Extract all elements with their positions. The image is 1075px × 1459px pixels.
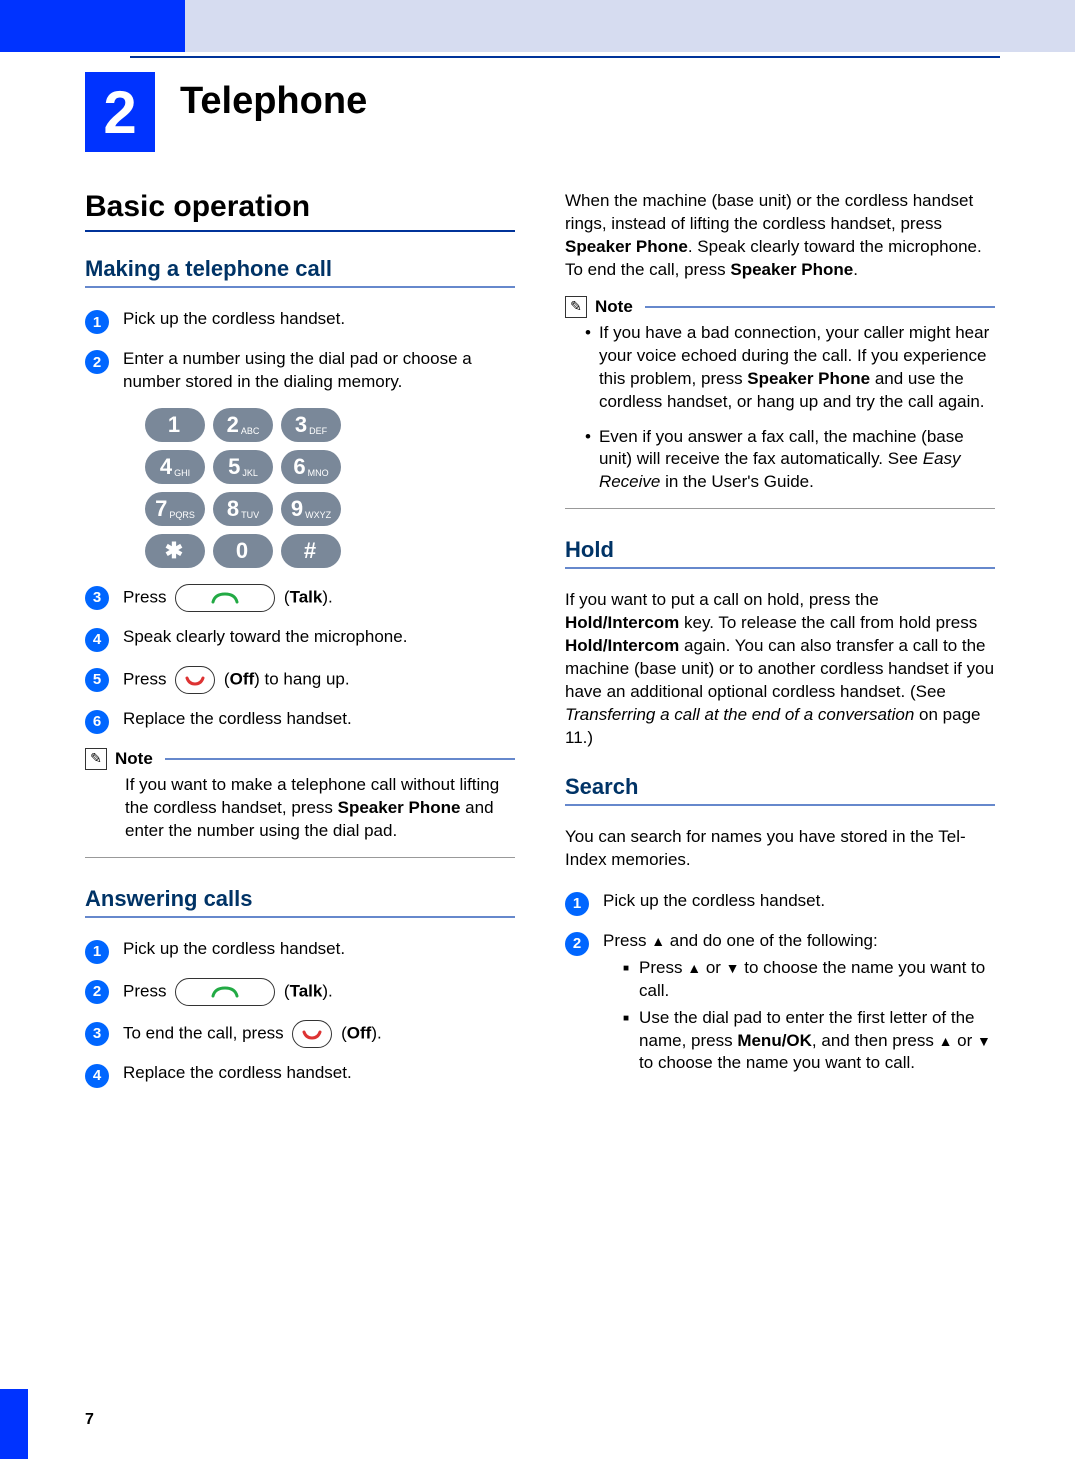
step-2: 2 Press (Talk). bbox=[85, 978, 515, 1006]
step-text: Replace the cordless handset. bbox=[123, 1062, 352, 1085]
subsection-rule bbox=[565, 567, 995, 569]
up-arrow-icon: ▲ bbox=[651, 933, 665, 949]
step-4: 4 Speak clearly toward the microphone. bbox=[85, 626, 515, 652]
side-tab bbox=[0, 1389, 28, 1459]
talk-button-icon bbox=[175, 584, 275, 612]
step-text: Press (Talk). bbox=[123, 978, 333, 1006]
header-rule bbox=[130, 56, 1000, 58]
note-label: Note bbox=[595, 297, 633, 317]
step-text: To end the call, press (Off). bbox=[123, 1020, 382, 1048]
header-blue-bar bbox=[0, 0, 185, 52]
section-end-rule bbox=[565, 508, 995, 509]
note-label: Note bbox=[115, 749, 153, 769]
step-1: 1 Pick up the cordless handset. bbox=[85, 938, 515, 964]
note-list-item: If you have a bad connection, your calle… bbox=[585, 322, 995, 414]
step-2: 2 Enter a number using the dial pad or c… bbox=[85, 348, 515, 394]
step-badge: 2 bbox=[85, 350, 109, 374]
step-2: 2 Press ▲ and do one of the following: P… bbox=[565, 930, 995, 1076]
subsection-answering-calls: Answering calls bbox=[85, 886, 515, 912]
step-badge: 2 bbox=[85, 980, 109, 1004]
step-6: 6 Replace the cordless handset. bbox=[85, 708, 515, 734]
sub-bullet: Press ▲ or ▼ to choose the name you want… bbox=[623, 957, 995, 1003]
step-3: 3 To end the call, press (Off). bbox=[85, 1020, 515, 1048]
dialpad-key: 4GHI bbox=[145, 450, 205, 484]
step-badge: 3 bbox=[85, 1022, 109, 1046]
note-icon: ✎ bbox=[565, 296, 587, 318]
note-header: ✎ Note bbox=[85, 748, 515, 770]
step-text: Press (Off) to hang up. bbox=[123, 666, 350, 694]
content-area: Basic operation Making a telephone call … bbox=[85, 190, 995, 1102]
chapter-title: Telephone bbox=[180, 80, 367, 123]
dialpad-illustration: 1 2ABC 3DEF 4GHI 5JKL 6MNO 7PQRS 8TUV 9W… bbox=[145, 408, 515, 568]
off-button-icon bbox=[175, 666, 215, 694]
talk-button-icon bbox=[175, 978, 275, 1006]
step-badge: 5 bbox=[85, 668, 109, 692]
step-badge: 4 bbox=[85, 628, 109, 652]
off-button-icon bbox=[292, 1020, 332, 1048]
section-end-rule bbox=[85, 857, 515, 858]
page-number: 7 bbox=[85, 1411, 94, 1429]
dialpad-key: 9WXYZ bbox=[281, 492, 341, 526]
step-text: Enter a number using the dial pad or cho… bbox=[123, 348, 515, 394]
subsection-rule bbox=[565, 804, 995, 806]
up-arrow-icon: ▲ bbox=[939, 1033, 953, 1049]
down-arrow-icon: ▼ bbox=[977, 1033, 991, 1049]
step-text: Pick up the cordless handset. bbox=[123, 938, 345, 961]
left-column: Basic operation Making a telephone call … bbox=[85, 190, 515, 1102]
step-badge: 3 bbox=[85, 586, 109, 610]
step-text: Speak clearly toward the microphone. bbox=[123, 626, 407, 649]
dialpad-key: 8TUV bbox=[213, 492, 273, 526]
step-badge: 1 bbox=[85, 940, 109, 964]
dialpad-key: ✱ bbox=[145, 534, 205, 568]
step-text: Replace the cordless handset. bbox=[123, 708, 352, 731]
search-intro: You can search for names you have stored… bbox=[565, 826, 995, 872]
dialpad-key: 6MNO bbox=[281, 450, 341, 484]
step-1: 1 Pick up the cordless handset. bbox=[85, 308, 515, 334]
dialpad-key: # bbox=[281, 534, 341, 568]
note-rule bbox=[165, 758, 515, 760]
step-badge: 6 bbox=[85, 710, 109, 734]
step-1: 1 Pick up the cordless handset. bbox=[565, 890, 995, 916]
step-badge: 1 bbox=[85, 310, 109, 334]
step-badge: 2 bbox=[565, 932, 589, 956]
subsection-search: Search bbox=[565, 774, 995, 800]
step-5: 5 Press (Off) to hang up. bbox=[85, 666, 515, 694]
dialpad-key: 2ABC bbox=[213, 408, 273, 442]
step-badge: 4 bbox=[85, 1064, 109, 1088]
right-column: When the machine (base unit) or the cord… bbox=[565, 190, 995, 1102]
step-badge: 1 bbox=[565, 892, 589, 916]
step-text: Pick up the cordless handset. bbox=[123, 308, 345, 331]
dialpad-key: 5JKL bbox=[213, 450, 273, 484]
step-text: Press ▲ and do one of the following: Pre… bbox=[603, 930, 995, 1076]
note-header: ✎ Note bbox=[565, 296, 995, 318]
down-arrow-icon: ▼ bbox=[726, 960, 740, 976]
chapter-number-badge: 2 bbox=[85, 72, 155, 152]
subsection-rule bbox=[85, 916, 515, 918]
step-text: Press (Talk). bbox=[123, 584, 333, 612]
note-icon: ✎ bbox=[85, 748, 107, 770]
note-rule bbox=[645, 306, 995, 308]
subsection-hold: Hold bbox=[565, 537, 995, 563]
step-4: 4 Replace the cordless handset. bbox=[85, 1062, 515, 1088]
dialpad-key: 0 bbox=[213, 534, 273, 568]
note-list-item: Even if you answer a fax call, the machi… bbox=[585, 426, 995, 495]
section-rule bbox=[85, 230, 515, 232]
header-light-bar bbox=[130, 0, 1075, 52]
step-text: Pick up the cordless handset. bbox=[603, 890, 825, 913]
dialpad-key: 1 bbox=[145, 408, 205, 442]
sub-bullet: Use the dial pad to enter the first lett… bbox=[623, 1007, 995, 1076]
dialpad-key: 7PQRS bbox=[145, 492, 205, 526]
section-heading-basic-operation: Basic operation bbox=[85, 190, 515, 224]
subsection-making-call: Making a telephone call bbox=[85, 256, 515, 282]
dialpad-key: 3DEF bbox=[281, 408, 341, 442]
right-intro-paragraph: When the machine (base unit) or the cord… bbox=[565, 190, 995, 282]
note-body: If you want to make a telephone call wit… bbox=[125, 774, 515, 843]
hold-paragraph: If you want to put a call on hold, press… bbox=[565, 589, 995, 750]
up-arrow-icon: ▲ bbox=[687, 960, 701, 976]
subsection-rule bbox=[85, 286, 515, 288]
step-3: 3 Press (Talk). bbox=[85, 584, 515, 612]
